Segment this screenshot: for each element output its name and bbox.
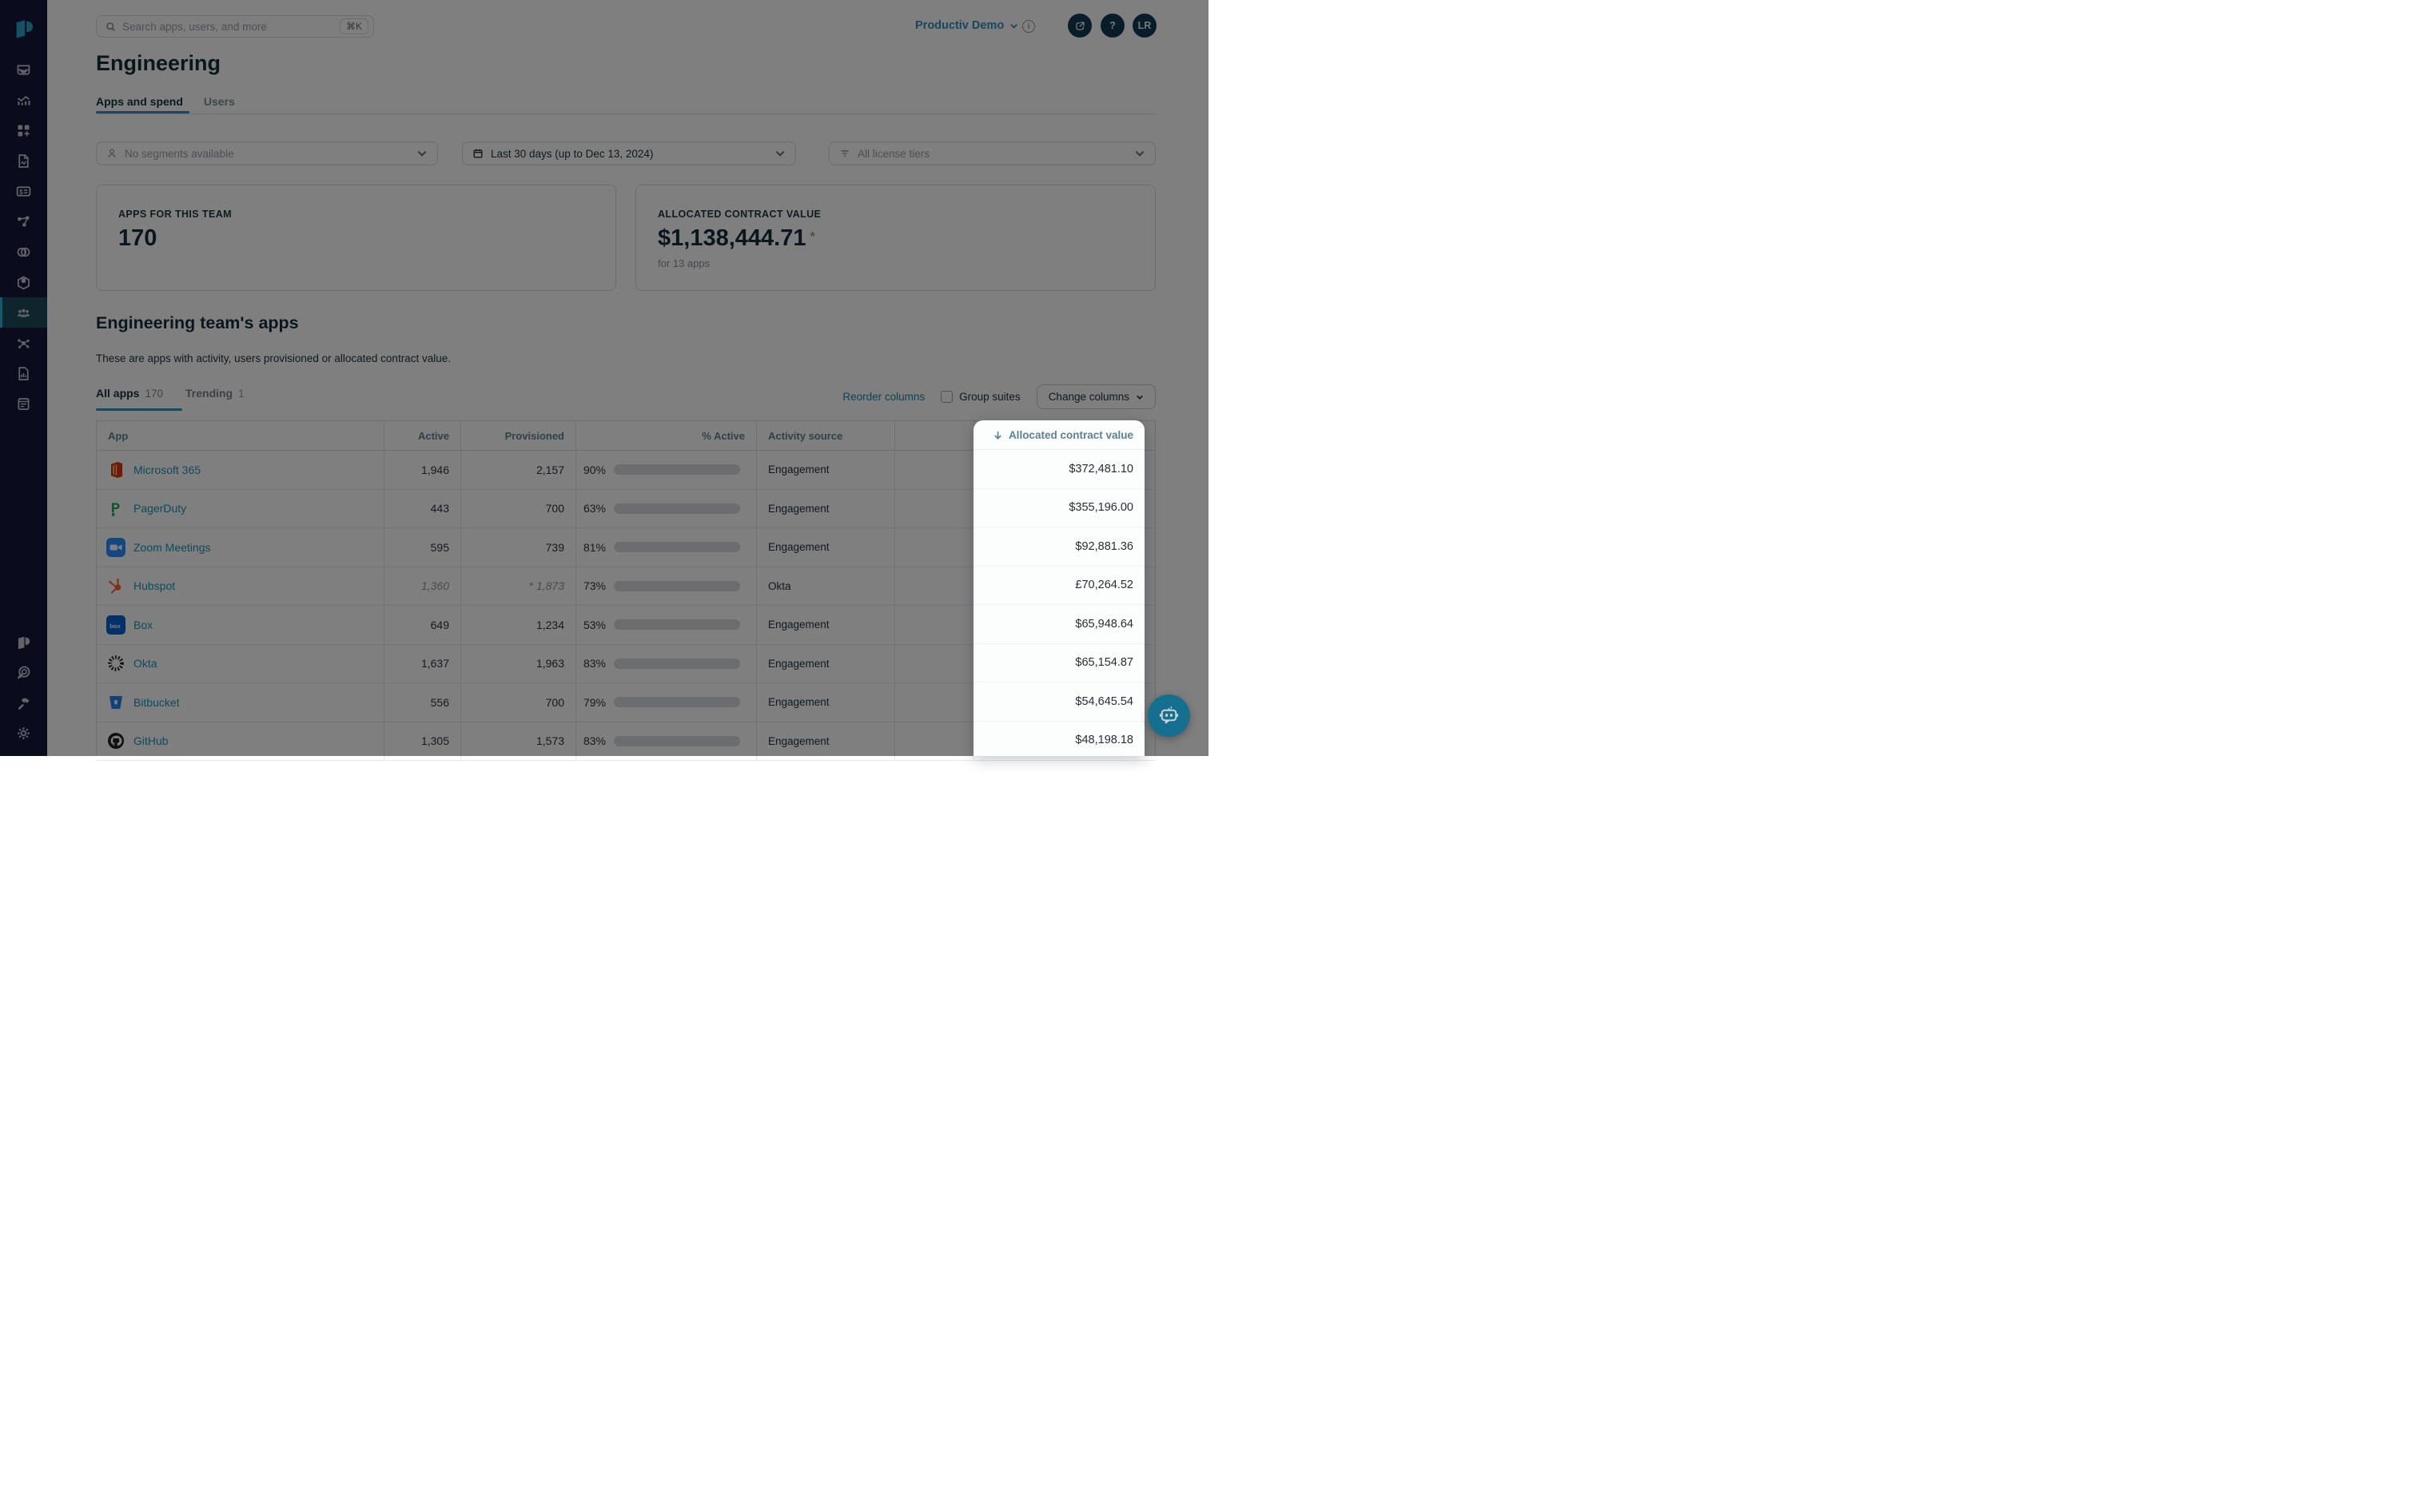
allocated-value: £70,264.52 — [974, 567, 1145, 605]
column-header-allocated-contract-value[interactable]: Allocated contract value — [974, 420, 1145, 450]
allocated-value: $355,196.00 — [974, 489, 1145, 527]
allocated-value: $372,481.10 — [974, 450, 1145, 489]
spotlight-values: $372,481.10 $355,196.00 $92,881.36 £70,264.… — [974, 450, 1145, 756]
chatbot-button[interactable] — [1148, 694, 1190, 737]
allocated-value: $92,881.36 — [974, 527, 1145, 567]
spotlight-column: Allocated contract value $372,481.10 $355… — [974, 420, 1145, 756]
allocated-value: $65,948.64 — [974, 605, 1145, 644]
allocated-value: $65,154.87 — [974, 644, 1145, 682]
allocated-value: $48,198.18 — [974, 722, 1145, 757]
sort-desc-arrow-icon — [994, 431, 1001, 440]
allocated-value: $54,645.54 — [974, 682, 1145, 722]
chat-bot-icon — [1159, 706, 1179, 724]
